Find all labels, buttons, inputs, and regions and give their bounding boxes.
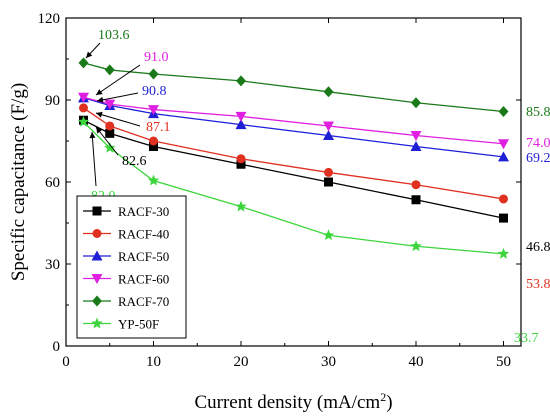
data-point-racf-40-4	[324, 167, 333, 177]
data-point-racf-50-4	[323, 130, 334, 141]
data-point-racf-30-4	[324, 177, 333, 187]
series-racf-40	[79, 103, 508, 204]
y-tick-label-3: 90	[45, 93, 60, 109]
start-label-2: 90.8	[142, 84, 167, 99]
legend-marker-1	[92, 229, 102, 238]
data-point-racf-60-0	[78, 92, 89, 103]
series-yp-50f	[77, 115, 510, 259]
data-point-yp-50f-4	[322, 229, 335, 241]
data-point-racf-60-3	[235, 111, 247, 122]
data-point-racf-40-1	[105, 121, 115, 131]
data-point-racf-60-2	[148, 105, 159, 116]
legend-label-4: RACF-70	[118, 294, 169, 309]
legend-box	[76, 195, 187, 339]
data-point-yp-50f-6	[497, 247, 510, 259]
end-label-1: 74.0	[526, 136, 550, 151]
data-point-racf-70-0	[78, 57, 89, 69]
legend-marker-3	[91, 274, 103, 284]
data-point-racf-60-4	[323, 121, 334, 132]
start-label-1: 91.0	[144, 50, 169, 65]
y-tick-label-4: 120	[38, 11, 61, 27]
x-axis-title-suffix: )	[386, 392, 392, 413]
data-point-yp-50f-3	[235, 200, 247, 212]
start-arrow-head-5	[89, 132, 96, 139]
data-point-racf-60-1	[104, 99, 116, 110]
series-racf-50	[78, 92, 509, 162]
data-point-racf-70-1	[104, 64, 115, 76]
end-label-5: 33.7	[514, 331, 539, 346]
data-point-yp-50f-0	[77, 115, 90, 127]
legend-marker-0	[92, 206, 102, 216]
start-arrow-head-3	[96, 111, 103, 118]
start-arrow-line-5	[91, 131, 97, 187]
start-arrow-head-0	[86, 51, 93, 58]
data-point-racf-50-3	[235, 119, 247, 130]
x-axis-title: Current density (mA/cm2)	[194, 390, 392, 413]
data-point-yp-50f-2	[147, 174, 160, 186]
data-point-racf-40-5	[411, 180, 421, 190]
axes: 0 10 20 30 40 50 0 30 60 90 120 Current density (mA…	[8, 11, 522, 413]
legend-label-5: YP-50F	[118, 317, 159, 332]
legend-marker-4	[92, 295, 102, 307]
series-group	[77, 57, 510, 259]
data-point-racf-30-5	[411, 195, 421, 205]
legend-label-3: RACF-60	[118, 272, 169, 287]
end-label-3: 53.8	[526, 277, 550, 292]
x-tick-label-0: 0	[62, 354, 70, 370]
start-arrow-head-1	[96, 89, 103, 95]
y-axis-title: Specific capacitance (F/g)	[8, 83, 29, 281]
x-axis-title-main: Current density (mA/cm	[194, 392, 380, 413]
data-point-racf-30-1	[105, 128, 115, 138]
data-point-yp-50f-5	[410, 240, 422, 252]
legend-label-2: RACF-50	[118, 249, 169, 264]
data-point-yp-50f-1	[104, 141, 116, 153]
data-point-racf-50-6	[498, 151, 509, 162]
data-point-racf-40-3	[236, 154, 246, 164]
y-tick-label-0: 0	[53, 339, 61, 355]
end-label-0: 85.8	[526, 105, 550, 120]
start-arrow-line-1	[95, 64, 141, 96]
x-tick-label-3: 30	[321, 354, 336, 370]
end-label-2: 69.2	[526, 151, 550, 166]
x-axis-title-sup: 2	[380, 390, 386, 404]
start-arrow-line-3	[95, 112, 141, 127]
start-label-3: 87.1	[146, 120, 171, 135]
y-tick-label-2: 60	[45, 175, 60, 191]
data-point-racf-40-0	[79, 103, 88, 113]
start-label-4: 82.6	[122, 154, 147, 169]
x-tick-label-2: 20	[234, 354, 249, 370]
data-point-racf-70-3	[236, 75, 246, 87]
y-tick-label-1: 30	[45, 257, 60, 273]
series-racf-70	[78, 57, 509, 117]
data-point-racf-70-4	[323, 86, 334, 98]
start-arrow-head-4	[96, 127, 103, 134]
data-point-racf-30-2	[149, 141, 158, 151]
legend: RACF-30 RACF-40 RACF-50 RACF-60 RACF-70 YP-50…	[76, 195, 187, 339]
data-point-racf-40-2	[149, 136, 158, 146]
legend-marker-2	[91, 250, 103, 261]
data-point-racf-70-5	[411, 97, 421, 109]
legend-label-1: RACF-40	[118, 227, 169, 242]
start-arrow-head-2	[97, 96, 104, 103]
data-point-racf-60-6	[498, 139, 509, 150]
start-arrow-line-2	[96, 92, 139, 102]
data-point-racf-30-6	[499, 213, 508, 223]
series-racf-60	[78, 92, 509, 150]
data-point-racf-30-3	[236, 159, 246, 169]
x-tick-label-4: 40	[409, 354, 424, 370]
data-point-racf-60-5	[410, 131, 422, 142]
legend-label-0: RACF-30	[118, 204, 169, 219]
legend-marker-5	[91, 317, 103, 329]
end-label-4: 46.8	[526, 240, 550, 255]
x-tick-label-5: 50	[496, 354, 511, 370]
data-point-racf-50-5	[410, 140, 422, 151]
start-label-0: 103.6	[98, 28, 130, 43]
data-point-racf-70-6	[498, 105, 509, 117]
x-tick-label-1: 10	[146, 354, 161, 370]
data-point-racf-70-2	[148, 68, 159, 80]
data-point-racf-40-6	[499, 194, 508, 204]
